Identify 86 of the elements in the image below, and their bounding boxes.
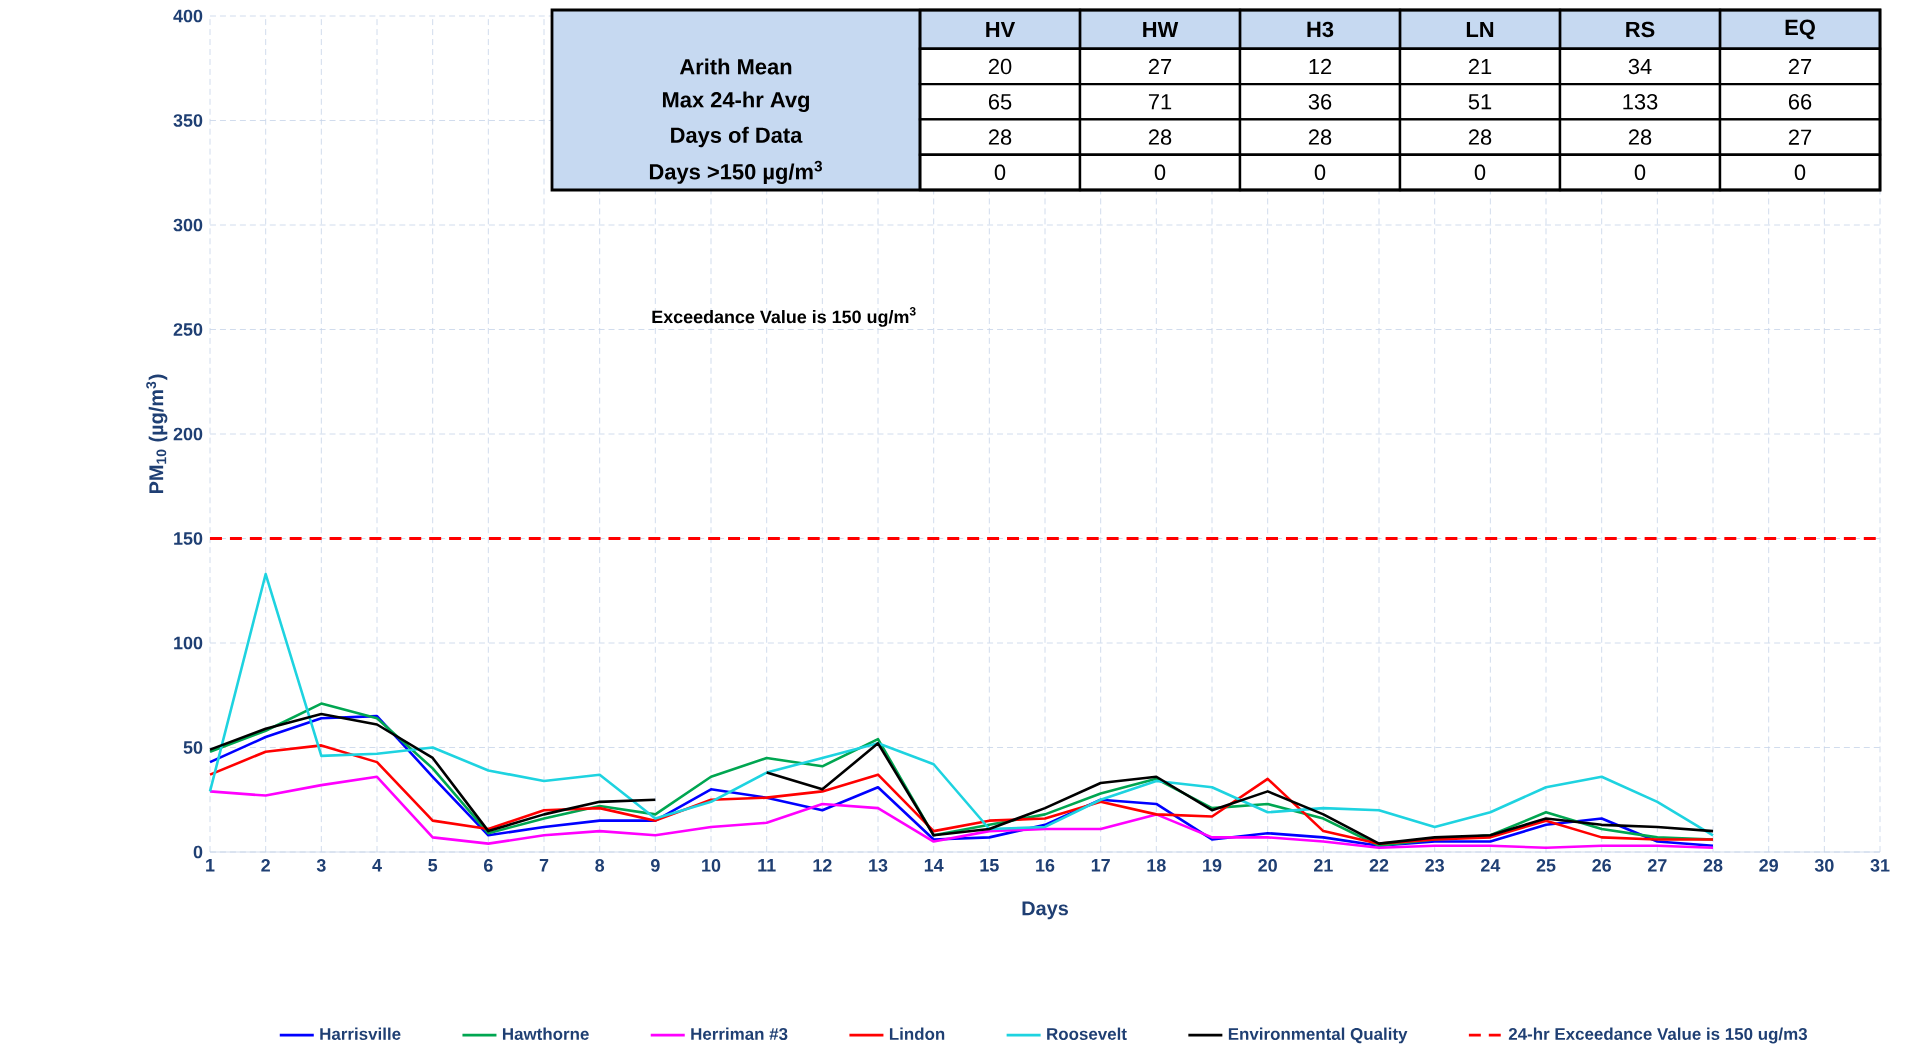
x-tick-label: LN — [1466, 21, 1494, 38]
x-tick-label: 28 — [1703, 859, 1723, 872]
y-tick-label: 150 — [174, 532, 203, 545]
y-tick-label: Days of Data — [671, 126, 803, 148]
x-tick-label: 5 — [428, 859, 438, 872]
x-tick-label: 7 — [539, 859, 549, 872]
x-tick-label: 25 — [1536, 859, 1556, 872]
legend-label: Environmental Quality — [1228, 1027, 1408, 1044]
y-tick-label: 300 — [173, 218, 203, 232]
data-label: 65 — [988, 94, 1012, 110]
legend-label: 24-hr Exceedance Value is 150 ug/m3 — [1508, 1027, 1808, 1044]
data-label: 0 — [1634, 164, 1646, 181]
y-tick-label: 250 — [173, 323, 203, 336]
x-tick-label: 20 — [1258, 859, 1277, 872]
line-series — [208, 775, 1715, 850]
x-tick-label: 3 — [316, 859, 326, 872]
data-label: 133 — [1623, 94, 1658, 110]
x-axis-title: Days — [1022, 901, 1069, 920]
y-tick-label: 400 — [173, 9, 203, 23]
x-tick-label: 14 — [924, 859, 944, 872]
data-label: 0 — [1154, 164, 1166, 181]
x-tick-label: 31 — [1870, 859, 1890, 872]
x-tick-label: 6 — [484, 859, 493, 872]
x-tick-label: RS — [1626, 21, 1655, 38]
x-tick-label: 8 — [595, 859, 605, 872]
x-tick-label: 24 — [1481, 859, 1501, 872]
legend-label: Harrisville — [320, 1027, 401, 1041]
x-tick-label: 9 — [650, 859, 660, 872]
x-tick-label: 4 — [372, 859, 382, 872]
y-tick-label: 200 — [173, 427, 203, 441]
data-label: 28 — [1468, 129, 1492, 145]
data-label: 34 — [1628, 58, 1652, 75]
data-label: 27 — [1788, 58, 1812, 75]
x-tick-label: HV — [986, 21, 1016, 38]
x-tick-label: 29 — [1759, 859, 1778, 872]
legend-label: Hawthorne — [502, 1027, 589, 1041]
x-tick-label: EQ — [1785, 19, 1815, 40]
x-tick-label: 2 — [261, 859, 270, 872]
x-tick-label: 16 — [1036, 859, 1055, 872]
data-label: 71 — [1148, 94, 1172, 110]
x-tick-label: 11 — [758, 859, 776, 872]
x-tick-label: 18 — [1147, 859, 1166, 872]
y-tick-label: Max 24-hr Avg — [662, 91, 810, 113]
x-tick-label: HW — [1143, 21, 1179, 38]
data-label: 12 — [1309, 58, 1332, 75]
x-tick-label: H3 — [1307, 21, 1334, 38]
x-tick-label: 15 — [980, 859, 999, 872]
line-series — [208, 572, 1715, 837]
data-label: 27 — [1788, 129, 1812, 145]
data-label: 0 — [1474, 164, 1486, 181]
data-label: 28 — [1308, 129, 1332, 145]
data-label: 51 — [1468, 94, 1492, 110]
y-tick-label: 0 — [193, 845, 203, 859]
x-tick-label: 19 — [1203, 859, 1222, 872]
data-label: 0 — [1314, 164, 1326, 181]
x-tick-label: 21 — [1314, 859, 1333, 872]
x-tick-label: 10 — [702, 859, 721, 872]
data-label: 28 — [1148, 129, 1172, 145]
data-label: 0 — [1794, 164, 1806, 181]
annotation: Exceedance Value is 150 ug/m$^{3}$ — [652, 307, 916, 327]
legend-label: Roosevelt — [1047, 1027, 1127, 1041]
x-tick-label: 12 — [813, 859, 832, 872]
x-tick-label: 17 — [1091, 859, 1110, 872]
x-tick-label: 23 — [1425, 859, 1444, 872]
data-label: 36 — [1308, 94, 1332, 110]
data-label: 28 — [1628, 129, 1652, 145]
legend-label: Herriman #3 — [691, 1027, 788, 1041]
y-tick-label: 100 — [174, 636, 203, 650]
y-axis-title: PM$_{10}$ (µg/m$^{3}$) — [146, 374, 168, 494]
y-tick-label: Arith Mean — [679, 58, 792, 75]
data-label: 21 — [1468, 58, 1492, 75]
x-tick-label: 22 — [1369, 859, 1389, 872]
data-label: 0 — [994, 164, 1006, 181]
y-tick-label: 350 — [173, 114, 203, 127]
y-tick-label: 50 — [183, 741, 203, 754]
data-label: 27 — [1148, 58, 1172, 75]
y-tick-label: Days >150 µg/m$^{3}$ — [649, 160, 822, 185]
x-tick-label: 27 — [1648, 859, 1667, 872]
legend-label: Lindon — [889, 1027, 945, 1041]
x-tick-label: 13 — [869, 859, 888, 872]
data-label: 28 — [988, 129, 1012, 145]
x-tick-label: 26 — [1592, 859, 1611, 872]
data-label: 66 — [1788, 94, 1812, 110]
x-tick-label: 30 — [1814, 859, 1834, 872]
data-label: 20 — [988, 58, 1012, 75]
x-tick-label: 1 — [206, 859, 215, 872]
